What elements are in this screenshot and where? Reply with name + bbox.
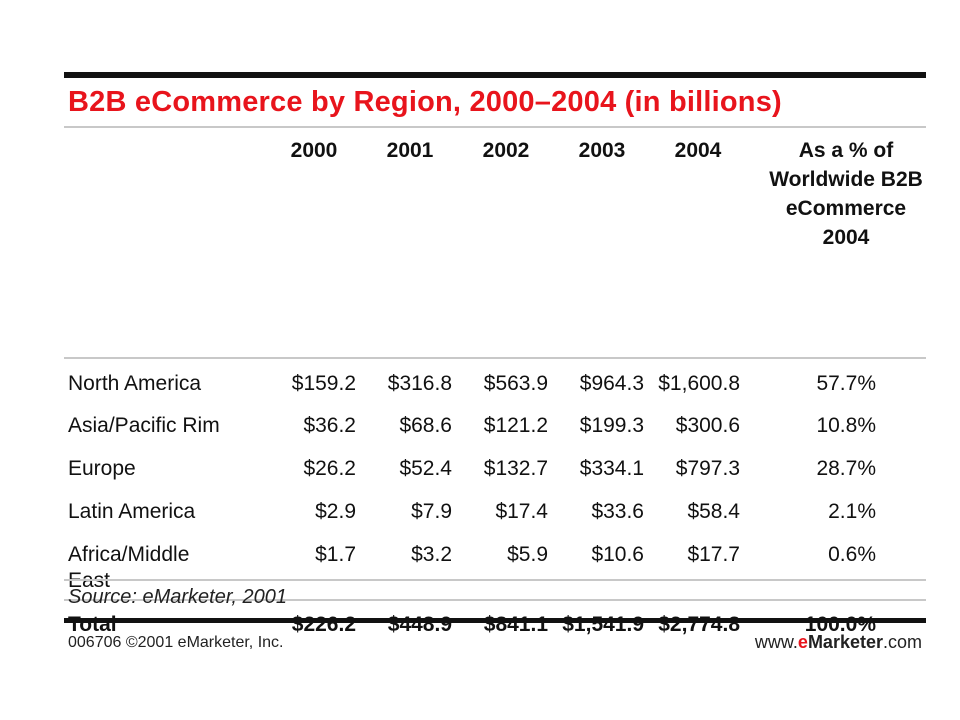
table-row: Asia/Pacific Rim $36.2 $68.6 $121.2 $199…	[64, 401, 926, 444]
url-e: e	[797, 632, 808, 652]
website-link[interactable]: www.eMarketer.com	[755, 632, 922, 653]
column-header: 2000	[266, 130, 362, 359]
row-label: Latin America	[68, 500, 196, 523]
table-cell: $5.9	[507, 543, 548, 566]
url-prefix: www.	[754, 632, 798, 652]
row-label: North America	[68, 372, 202, 395]
table-cell: $159.2	[291, 372, 356, 395]
total-divider	[64, 579, 926, 581]
table-cell: $316.8	[387, 372, 452, 395]
column-header	[64, 130, 266, 359]
table-cell: $334.1	[579, 457, 644, 480]
table-cell: $300.6	[675, 414, 740, 437]
row-label: Asia/Pacific Rim	[68, 414, 220, 437]
table-cell: $3.2	[411, 543, 452, 566]
table-cell: $10.6	[591, 543, 644, 566]
table-cell: $964.3	[579, 372, 644, 395]
table-cell: $68.6	[399, 414, 452, 437]
table-cell: $1.7	[315, 543, 356, 566]
title-divider	[64, 126, 926, 128]
header-row: 2000 2001 2002 2003 2004 As a % of World…	[64, 130, 926, 359]
table-cell: $1,600.8	[658, 372, 740, 395]
chart-title: B2B eCommerce by Region, 2000–2004 (in b…	[68, 86, 782, 118]
column-header: 2003	[554, 130, 650, 359]
column-header: 2001	[362, 130, 458, 359]
table-cell: $563.9	[483, 372, 548, 395]
url-suffix: .com	[882, 632, 922, 652]
row-label: Europe	[68, 457, 136, 480]
table-cell: $121.2	[483, 414, 548, 437]
table-cell: $2.9	[315, 500, 356, 523]
table-cell: $797.3	[675, 457, 740, 480]
table-cell: $17.7	[687, 543, 740, 566]
share-cell: 10.8%	[816, 414, 876, 437]
table-cell: $132.7	[483, 457, 548, 480]
share-cell: 57.7%	[816, 372, 876, 395]
table-figure: B2B eCommerce by Region, 2000–2004 (in b…	[64, 72, 926, 662]
table-row: Europe $26.2 $52.4 $132.7 $334.1 $797.3 …	[64, 444, 926, 487]
table-cell: $17.4	[495, 500, 548, 523]
table-cell: $33.6	[591, 500, 644, 523]
table-cell: $7.9	[411, 500, 452, 523]
url-brand: Marketer	[807, 632, 883, 652]
copyright-text: 006706 ©2001 eMarketer, Inc.	[68, 634, 284, 651]
bottom-rule	[64, 618, 926, 623]
share-cell: 2.1%	[828, 500, 876, 523]
top-rule	[64, 72, 926, 78]
table-row: Latin America $2.9 $7.9 $17.4 $33.6 $58.…	[64, 487, 926, 530]
table-cell: $199.3	[579, 414, 644, 437]
table-cell: $36.2	[303, 414, 356, 437]
column-header: As a % of Worldwide B2B eCommerce 2004	[746, 130, 926, 359]
share-cell: 0.6%	[828, 543, 876, 566]
column-header: 2002	[458, 130, 554, 359]
table-cell: $52.4	[399, 457, 452, 480]
source-note: Source: eMarketer, 2001	[68, 586, 288, 608]
table-cell: $26.2	[303, 457, 356, 480]
total-row: Total $226.2 $448.9 $841.1 $1,541.9 $2,7…	[64, 599, 926, 643]
table-cell: $58.4	[687, 500, 740, 523]
column-header: 2004	[650, 130, 746, 359]
table-row: Africa/Middle East $1.7 $3.2 $5.9 $10.6 …	[64, 530, 926, 600]
table-row: North America $159.2 $316.8 $563.9 $964.…	[64, 358, 926, 401]
data-table: 2000 2001 2002 2003 2004 As a % of World…	[64, 130, 926, 643]
share-cell: 28.7%	[816, 457, 876, 480]
